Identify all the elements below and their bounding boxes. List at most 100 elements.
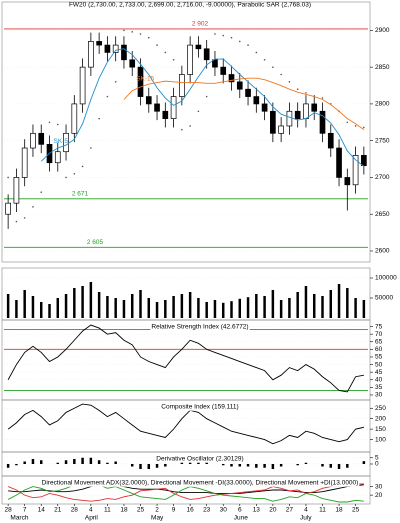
candle-body bbox=[212, 59, 218, 68]
sar-dot bbox=[114, 81, 117, 83]
x-tick-label: 2 bbox=[155, 507, 159, 514]
candle-body bbox=[270, 110, 276, 134]
bar bbox=[48, 304, 51, 318]
candle-body bbox=[278, 125, 284, 134]
bar bbox=[139, 290, 142, 318]
candle-body bbox=[245, 88, 251, 97]
bar bbox=[106, 296, 109, 318]
bar bbox=[23, 290, 26, 318]
bar bbox=[122, 300, 126, 318]
bar bbox=[362, 461, 366, 464]
month-label: May bbox=[151, 515, 164, 522]
candle-body bbox=[54, 151, 61, 164]
candle-body bbox=[145, 96, 152, 105]
y-tick-label: 60 bbox=[375, 346, 383, 353]
x-tick-label: 13 bbox=[253, 507, 261, 514]
bar bbox=[155, 464, 159, 468]
level-label: 2 605 bbox=[87, 239, 104, 246]
bar bbox=[255, 294, 258, 318]
x-tick-label: 18 bbox=[120, 507, 128, 514]
bar bbox=[73, 459, 76, 464]
y-tick-label: 2900 bbox=[375, 27, 390, 34]
candle-body bbox=[30, 132, 36, 149]
bar bbox=[130, 294, 134, 318]
sar-dot bbox=[238, 40, 241, 43]
bar bbox=[329, 464, 333, 468]
candle-body bbox=[88, 41, 94, 68]
sar-dot bbox=[197, 110, 200, 113]
sar-dot bbox=[230, 36, 233, 39]
bar bbox=[15, 300, 18, 318]
candle-body bbox=[21, 147, 28, 178]
series-label: SK-15 bbox=[136, 75, 154, 82]
moving-average-line bbox=[40, 48, 365, 167]
sar-dot bbox=[73, 172, 76, 175]
candle-body bbox=[220, 66, 227, 75]
y-tick-label: 45 bbox=[375, 369, 383, 376]
y-tick-label: 40 bbox=[375, 376, 383, 383]
series-label: SK-5 bbox=[54, 138, 69, 145]
sar-dot bbox=[296, 88, 299, 91]
bar bbox=[130, 464, 134, 467]
bar bbox=[56, 298, 60, 318]
sar-dot bbox=[272, 66, 274, 68]
bar bbox=[56, 462, 60, 464]
bar bbox=[304, 462, 308, 464]
y-tick-label: 70 bbox=[375, 331, 383, 338]
sar-dot bbox=[147, 36, 150, 39]
bar bbox=[279, 300, 283, 318]
sar-dot bbox=[40, 191, 43, 193]
candle-body bbox=[327, 132, 334, 149]
y-tick-label: 2800 bbox=[375, 101, 390, 108]
y-tick-label: 75 bbox=[375, 323, 383, 330]
bar bbox=[346, 288, 349, 318]
y-tick-label: 200 bbox=[375, 415, 386, 422]
candle-body bbox=[361, 155, 367, 167]
x-tick-label: 21 bbox=[54, 507, 62, 514]
sar-dot bbox=[156, 44, 158, 46]
candle-body bbox=[96, 41, 102, 46]
candle-body bbox=[137, 66, 144, 97]
bar bbox=[6, 464, 10, 468]
sar-dot bbox=[56, 123, 59, 126]
sar-dot bbox=[7, 176, 9, 179]
x-tick-label: 23 bbox=[203, 507, 211, 514]
y-tick-label: 2600 bbox=[375, 248, 390, 255]
candle-body bbox=[261, 103, 268, 112]
bar bbox=[321, 464, 324, 467]
sar-dot bbox=[164, 51, 167, 54]
bar bbox=[279, 464, 283, 467]
y-tick-label: 2850 bbox=[375, 64, 390, 71]
y-tick-label: 50000 bbox=[375, 295, 393, 302]
bar bbox=[246, 297, 250, 318]
indicator-line bbox=[7, 480, 364, 503]
x-tick-label: 28 bbox=[5, 507, 13, 514]
bar bbox=[97, 460, 101, 464]
candle-body bbox=[319, 110, 326, 134]
y-tick-label: 2650 bbox=[375, 211, 390, 218]
sar-dot bbox=[263, 58, 266, 61]
y-tick-label: 20 bbox=[375, 492, 383, 499]
sar-dot bbox=[321, 97, 324, 99]
candle-body bbox=[79, 66, 86, 105]
candle-body bbox=[336, 147, 342, 178]
panel-title: Derivative Oscillator (2.30129) bbox=[156, 456, 243, 463]
x-tick-label: 30 bbox=[220, 507, 228, 514]
sar-dot bbox=[305, 92, 307, 94]
candle-body bbox=[352, 155, 359, 186]
bar bbox=[362, 300, 366, 318]
candle-body bbox=[5, 202, 11, 215]
x-tick-label: 11 bbox=[104, 507, 111, 514]
y-tick-label: 2750 bbox=[375, 137, 390, 144]
sar-dot bbox=[15, 220, 18, 223]
sar-dot bbox=[106, 95, 109, 98]
bar bbox=[296, 292, 299, 318]
sar-dot bbox=[189, 125, 191, 127]
x-tick-label: 9 bbox=[172, 507, 176, 514]
sar-dot bbox=[205, 95, 208, 98]
bar bbox=[205, 302, 208, 318]
bar bbox=[147, 464, 151, 469]
bar bbox=[288, 298, 291, 318]
bar bbox=[15, 464, 18, 466]
